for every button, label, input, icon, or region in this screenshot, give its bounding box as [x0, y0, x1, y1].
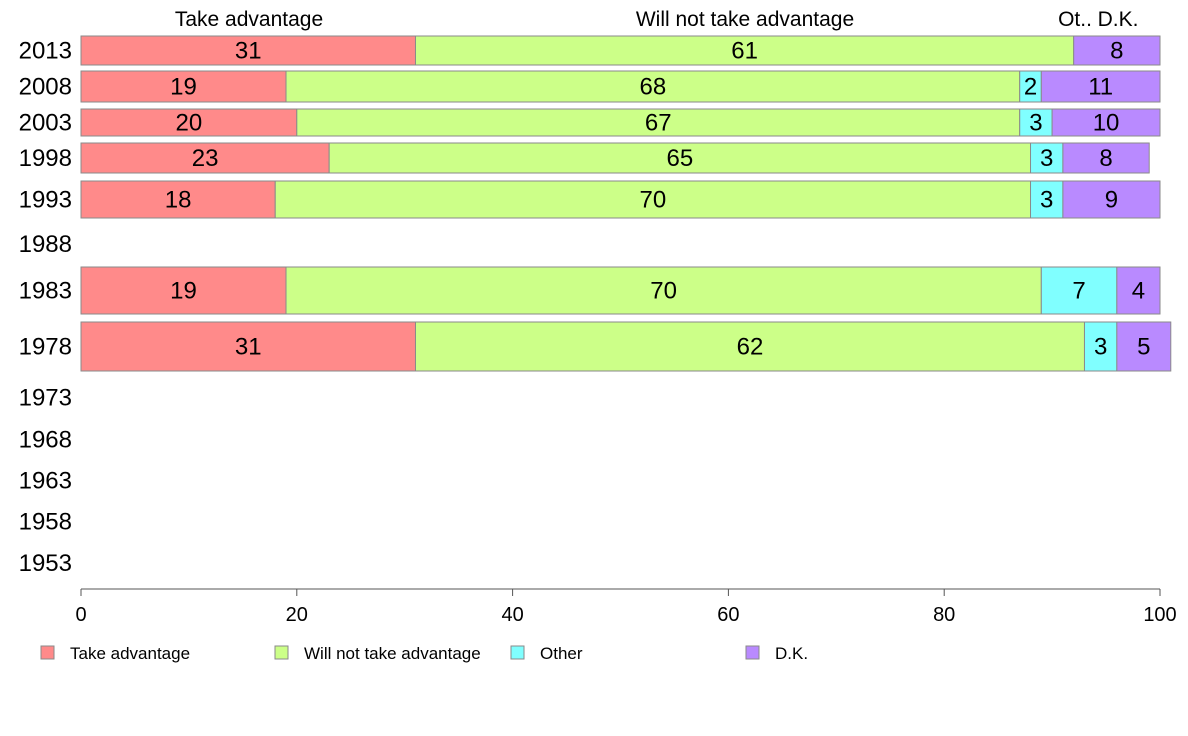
bar-value-label: 62 [737, 334, 764, 361]
bar-value-label: 70 [640, 187, 667, 214]
x-tick-label: 60 [717, 604, 739, 626]
x-tick-label: 80 [933, 604, 955, 626]
bar-value-label: 9 [1105, 187, 1118, 214]
bar-value-label: 19 [170, 278, 197, 305]
bar-segment [414, 35, 1075, 66]
x-tick-label: 100 [1143, 604, 1176, 626]
bar-value-label: 20 [176, 110, 203, 137]
legend-swatch [274, 645, 289, 660]
bar-segment [1030, 180, 1064, 219]
bar-segment [274, 180, 1032, 219]
bar-segment [1019, 108, 1053, 137]
year-label: 1953 [19, 550, 72, 577]
bar-segment [1040, 70, 1161, 103]
bar-value-label: 5 [1137, 334, 1150, 361]
bar-segment [296, 108, 1021, 137]
legend-label: Other [540, 644, 583, 663]
bars: 31 61 8 19 68 2 11 20 67 3 10 23 65 3 8 18 70 3 9 19 70 7 4 31 6… [80, 35, 1172, 372]
bar-segment [285, 266, 1042, 315]
bar-value-label: 2 [1024, 74, 1037, 101]
legend-swatch [745, 645, 760, 660]
bar-segment [1062, 142, 1150, 174]
x-tick-label: 0 [75, 604, 86, 626]
bar-segment [1040, 266, 1118, 315]
year-label: 1988 [19, 231, 72, 258]
bar-segment [1083, 321, 1118, 372]
legend-swatch [510, 645, 525, 660]
bar-segment [80, 142, 330, 174]
segment-header: Ot.. [1058, 8, 1092, 31]
bar-value-label: 4 [1132, 278, 1145, 305]
bar-value-label: 11 [1088, 74, 1113, 101]
year-label: 1978 [19, 334, 72, 361]
bar-segment [80, 266, 287, 315]
year-label: 1958 [19, 509, 72, 536]
segment-header: Take advantage [175, 8, 323, 31]
bar-value-label: 67 [645, 110, 672, 137]
year-label: 1968 [19, 427, 72, 454]
legend-swatch [40, 645, 55, 660]
year-label: 1973 [19, 385, 72, 412]
bar-segment [1051, 108, 1161, 137]
year-label: 2008 [19, 74, 72, 101]
year-label: 1993 [19, 187, 72, 214]
year-label: 1998 [19, 145, 72, 172]
bar-segment [414, 321, 1085, 372]
bar-value-label: 70 [650, 278, 677, 305]
bar-value-label: 8 [1110, 38, 1123, 65]
bar-segment [285, 70, 1021, 103]
bar-value-label: 31 [235, 334, 262, 361]
bar-value-label: 7 [1072, 278, 1085, 305]
bar-segment [1062, 180, 1161, 219]
bar-value-label: 68 [640, 74, 667, 101]
bar-value-label: 3 [1094, 334, 1107, 361]
bar-segment [328, 142, 1032, 174]
bar-segment [80, 321, 416, 372]
year-label: 2013 [19, 38, 72, 65]
legend-label: D.K. [775, 644, 808, 663]
segment-header: D.K. [1098, 8, 1139, 31]
bar-segment [1116, 321, 1172, 372]
bar-value-label: 10 [1093, 110, 1120, 137]
bar-value-label: 3 [1040, 145, 1053, 172]
bar-segment [1030, 142, 1064, 174]
legend-label: Take advantage [70, 644, 190, 663]
x-tick-label: 20 [286, 604, 308, 626]
bar-segment [80, 180, 276, 219]
bar-segment [1073, 35, 1161, 66]
year-label: 2003 [19, 110, 72, 137]
segment-header: Will not take advantage [636, 8, 854, 31]
bar-segment [80, 35, 416, 66]
x-tick-label: 40 [501, 604, 523, 626]
legend-label: Will not take advantage [304, 644, 481, 663]
bar-value-label: 8 [1099, 145, 1112, 172]
segment-headers: Take advantage Will not take advantage Ot.… [175, 8, 1139, 31]
bar-value-label: 23 [192, 145, 219, 172]
bar-value-label: 18 [165, 187, 192, 214]
bar-value-label: 19 [170, 74, 197, 101]
bar-segment [1116, 266, 1161, 315]
bar-value-label: 61 [731, 38, 758, 65]
bar-value-label: 3 [1040, 187, 1053, 214]
x-axis: 0 20 40 60 80 100 [75, 588, 1177, 626]
bar-value-label: 3 [1029, 110, 1042, 137]
bar-value-label: 31 [235, 38, 262, 65]
year-label: 1983 [19, 278, 72, 305]
legend: Take advantage Will not take advantage Oth… [40, 644, 808, 663]
year-label: 1963 [19, 468, 72, 495]
year-labels: 2013 2008 2003 1998 1993 1988 1983 1978 1973 1968… [19, 38, 72, 578]
bar-value-label: 65 [666, 145, 693, 172]
